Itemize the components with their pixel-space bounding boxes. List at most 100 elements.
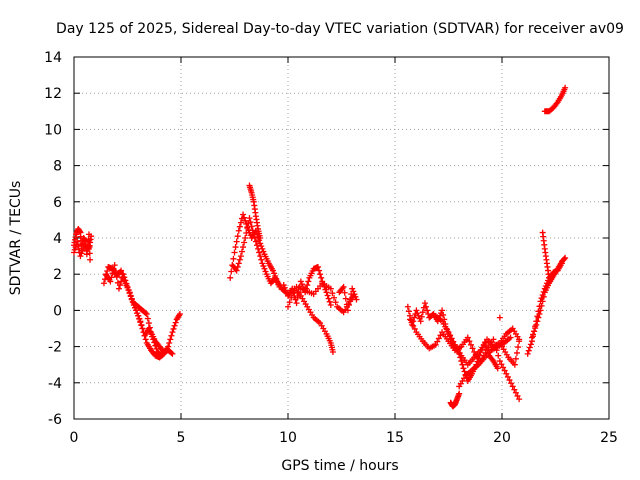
data-point bbox=[168, 349, 175, 356]
data-point bbox=[527, 341, 534, 348]
y-axis-label: SDTVAR / TECUs bbox=[8, 181, 24, 296]
data-point bbox=[236, 223, 243, 230]
data-point bbox=[350, 288, 357, 295]
x-tick-label: 25 bbox=[600, 430, 618, 446]
data-point bbox=[326, 298, 333, 305]
data-point bbox=[417, 318, 424, 325]
data-point bbox=[158, 352, 165, 359]
data-point bbox=[331, 294, 338, 301]
x-tick-label: 10 bbox=[279, 430, 297, 446]
data-point bbox=[262, 268, 269, 275]
data-point bbox=[253, 242, 260, 249]
data-point bbox=[536, 311, 543, 318]
data-point bbox=[144, 315, 151, 322]
data-point bbox=[118, 278, 125, 285]
data-point bbox=[142, 336, 149, 343]
data-point bbox=[342, 295, 349, 302]
data-point bbox=[314, 263, 321, 270]
data-point bbox=[169, 329, 176, 336]
data-point bbox=[236, 256, 243, 263]
data-point bbox=[498, 361, 505, 368]
data-points bbox=[71, 84, 569, 410]
data-point bbox=[504, 373, 511, 380]
data-point bbox=[408, 319, 415, 326]
x-axis-label: GPS time / hours bbox=[281, 458, 398, 474]
data-point bbox=[496, 314, 503, 321]
data-point bbox=[540, 293, 547, 300]
y-tick-label: 2 bbox=[53, 267, 62, 283]
data-point bbox=[316, 267, 323, 274]
data-point bbox=[233, 267, 240, 274]
data-point bbox=[146, 324, 153, 331]
data-point bbox=[288, 294, 295, 301]
data-point bbox=[524, 350, 531, 357]
data-point bbox=[406, 316, 413, 323]
data-point bbox=[117, 282, 124, 289]
data-point bbox=[345, 301, 352, 308]
data-point bbox=[327, 301, 334, 308]
plot-frame bbox=[73, 56, 610, 420]
data-point bbox=[109, 270, 116, 277]
chart-title: Day 125 of 2025, Sidereal Day-to-day VTE… bbox=[56, 21, 624, 37]
data-point bbox=[167, 336, 174, 343]
grid bbox=[74, 57, 609, 419]
data-point bbox=[169, 350, 176, 357]
data-point bbox=[242, 217, 249, 224]
axis-ticks: -6 -4 -2 0 2 4 6 8 10 12 14 0 5 10 15 20 25 bbox=[44, 50, 618, 446]
data-point bbox=[404, 303, 411, 310]
data-point bbox=[531, 328, 538, 335]
data-point bbox=[466, 338, 473, 345]
data-point bbox=[121, 274, 128, 281]
data-point bbox=[113, 273, 120, 280]
data-point bbox=[512, 389, 519, 396]
data-point bbox=[546, 274, 553, 281]
data-point bbox=[511, 361, 518, 368]
data-point bbox=[526, 344, 533, 351]
y-tick-label: 4 bbox=[53, 231, 62, 247]
data-point bbox=[439, 307, 446, 314]
data-point bbox=[419, 309, 426, 316]
data-point bbox=[124, 283, 131, 290]
data-point bbox=[410, 322, 417, 329]
data-point bbox=[447, 332, 454, 339]
data-point bbox=[294, 294, 301, 301]
data-point bbox=[142, 310, 149, 317]
y-tick-label: -4 bbox=[48, 376, 62, 392]
data-point bbox=[506, 377, 513, 384]
data-point bbox=[251, 235, 258, 241]
data-point bbox=[490, 336, 497, 343]
data-point bbox=[322, 286, 329, 293]
data-point bbox=[227, 274, 234, 281]
data-point bbox=[244, 225, 251, 232]
data-point bbox=[460, 365, 467, 372]
data-point bbox=[411, 325, 418, 332]
data-point bbox=[237, 253, 244, 260]
data-point bbox=[235, 227, 242, 234]
data-point bbox=[100, 280, 107, 287]
data-point bbox=[133, 307, 140, 314]
data-point bbox=[122, 277, 129, 284]
data-point bbox=[561, 255, 568, 262]
data-point bbox=[424, 307, 431, 314]
data-point bbox=[108, 274, 115, 281]
data-point bbox=[270, 267, 277, 274]
data-point bbox=[304, 282, 311, 289]
data-point bbox=[405, 308, 412, 315]
data-point bbox=[260, 248, 267, 255]
data-point bbox=[352, 293, 359, 300]
data-point bbox=[514, 392, 521, 399]
y-tick-label: 0 bbox=[53, 303, 62, 319]
data-point bbox=[414, 310, 421, 317]
data-point bbox=[134, 310, 141, 317]
data-point bbox=[435, 335, 442, 342]
data-point bbox=[88, 233, 95, 240]
data-point bbox=[421, 300, 428, 307]
data-point bbox=[171, 322, 178, 329]
data-point bbox=[241, 239, 248, 246]
data-point bbox=[241, 214, 248, 221]
y-tick-label: 14 bbox=[44, 50, 62, 66]
data-point bbox=[242, 235, 249, 241]
data-point bbox=[325, 295, 332, 302]
data-point bbox=[562, 254, 569, 261]
x-tick-label: 5 bbox=[177, 430, 186, 446]
